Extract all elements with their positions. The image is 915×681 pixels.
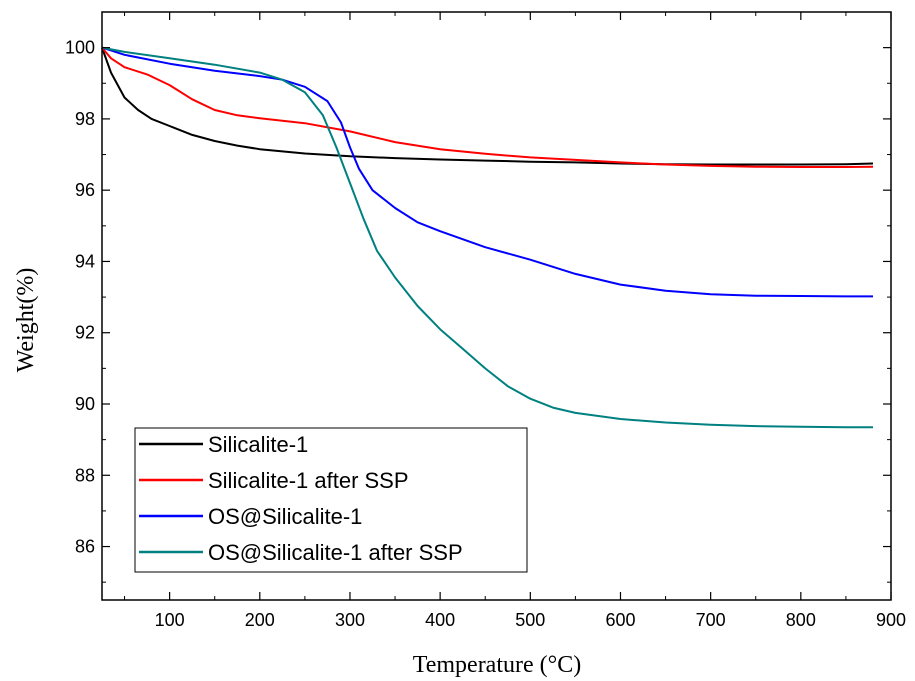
tick-labels: 100 200 300 400 500 600 700 800 900 86 88 90 92 94 96 9…	[65, 38, 906, 630]
y-tick-label: 98	[75, 109, 95, 129]
legend-label-2: Silicalite-1 after SSP	[208, 468, 409, 493]
x-tick-label: 600	[605, 610, 635, 630]
tick-marks	[102, 11, 892, 600]
x-tick-label: 200	[245, 610, 275, 630]
y-tick-label: 86	[75, 537, 95, 557]
y-tick-label: 100	[65, 38, 95, 58]
legend-label-3: OS@Silicalite-1	[208, 504, 362, 529]
y-axis-title: Weight(%)	[13, 268, 39, 373]
y-tick-label: 92	[75, 323, 95, 343]
series-line-2	[101, 46, 874, 168]
series-lines	[101, 46, 874, 429]
legend-label-4: OS@Silicalite-1 after SSP	[208, 540, 463, 565]
series-line-4	[101, 46, 873, 429]
x-tick-label: 400	[425, 610, 455, 630]
y-tick-label: 88	[75, 465, 95, 485]
x-tick-label: 800	[786, 610, 816, 630]
x-tick-label: 700	[696, 610, 726, 630]
y-tick-label: 96	[75, 180, 95, 200]
x-tick-label: 500	[515, 610, 545, 630]
y-tick-label: 94	[75, 251, 95, 271]
legend-box	[134, 427, 528, 573]
axes	[101, 11, 892, 601]
x-tick-label: 100	[155, 610, 185, 630]
legend-label-1: Silicalite-1	[208, 432, 308, 457]
plot-frame	[101, 11, 892, 601]
x-tick-label: 900	[876, 610, 906, 630]
x-axis-title: Temperature (°C)	[413, 652, 582, 678]
legend: Silicalite-1 Silicalite-1 after SSP OS@Sil…	[134, 427, 528, 573]
series-line-3	[101, 46, 873, 298]
series-line-1	[101, 47, 874, 166]
y-tick-label: 90	[75, 394, 95, 414]
x-tick-label: 300	[335, 610, 365, 630]
